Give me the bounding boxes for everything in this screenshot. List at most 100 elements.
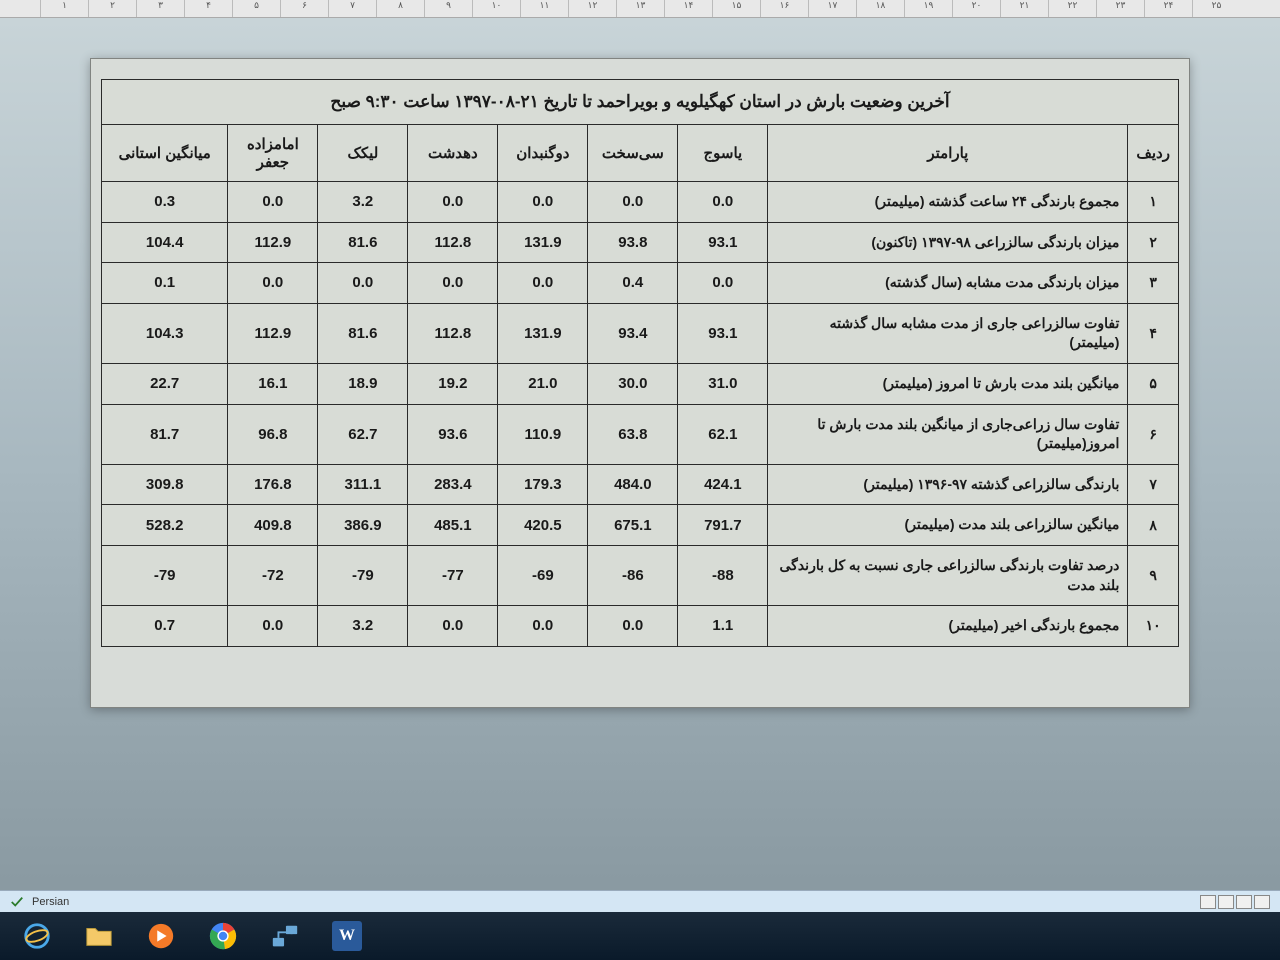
row-number: ۲ <box>1128 222 1179 263</box>
view-icon-4[interactable] <box>1254 895 1270 909</box>
value-cell: 0.0 <box>498 182 588 223</box>
avg-cell: 0.7 <box>102 606 228 647</box>
header-avg: میانگین استانی <box>102 125 228 182</box>
value-cell: 0.0 <box>318 263 408 304</box>
ruler-mark: ۱۴ <box>664 0 712 17</box>
value-cell: 62.1 <box>678 404 768 464</box>
explorer-taskbar-icon[interactable] <box>72 916 126 956</box>
value-cell: 63.8 <box>588 404 678 464</box>
word-taskbar-icon[interactable]: W <box>320 916 374 956</box>
value-cell: 386.9 <box>318 505 408 546</box>
view-icon-2[interactable] <box>1218 895 1234 909</box>
row-number: ۵ <box>1128 363 1179 404</box>
view-icon-1[interactable] <box>1200 895 1216 909</box>
ruler-mark: ۱۹ <box>904 0 952 17</box>
value-cell: 311.1 <box>318 464 408 505</box>
value-cell: 179.3 <box>498 464 588 505</box>
value-cell: 0.0 <box>588 606 678 647</box>
ruler-mark: ۵ <box>232 0 280 17</box>
ruler-mark: ۶ <box>280 0 328 17</box>
table-row: ۵میانگین بلند مدت بارش تا امروز (میلیمتر… <box>102 363 1179 404</box>
ruler-mark: ۱۲ <box>568 0 616 17</box>
param-cell: تفاوت سال زراعی‌جاری از میانگین بلند مدت… <box>768 404 1128 464</box>
table-row: ۹درصد تفاوت بارندگی سالزراعی جاری نسبت ب… <box>102 545 1179 605</box>
ruler-mark: ۱۱ <box>520 0 568 17</box>
table-title: آخرین وضعیت بارش در استان کهگیلویه و بوی… <box>102 80 1179 125</box>
ruler-mark: ۱۶ <box>760 0 808 17</box>
ruler-mark: ۴ <box>184 0 232 17</box>
table-row: ۱مجموع بارندگی ۲۴ ساعت گذشته (میلیمتر)0.… <box>102 182 1179 223</box>
table-row: ۶تفاوت سال زراعی‌جاری از میانگین بلند مد… <box>102 404 1179 464</box>
value-cell: 131.9 <box>498 222 588 263</box>
avg-cell: 0.1 <box>102 263 228 304</box>
value-cell: 93.4 <box>588 303 678 363</box>
value-cell: 16.1 <box>228 363 318 404</box>
header-city-1: سی‌سخت <box>588 125 678 182</box>
value-cell: 0.4 <box>588 263 678 304</box>
document-page: آخرین وضعیت بارش در استان کهگیلویه و بوی… <box>90 58 1190 708</box>
value-cell: 420.5 <box>498 505 588 546</box>
table-row: ۸میانگین سالزراعی بلند مدت (میلیمتر)791.… <box>102 505 1179 546</box>
row-number: ۱ <box>1128 182 1179 223</box>
value-cell: 0.0 <box>498 263 588 304</box>
value-cell: 93.1 <box>678 303 768 363</box>
view-mode-icons[interactable] <box>1200 895 1270 909</box>
value-cell: 112.9 <box>228 222 318 263</box>
ruler-mark: ۱۳ <box>616 0 664 17</box>
value-cell: 3.2 <box>318 606 408 647</box>
ruler-mark: ۲۲ <box>1048 0 1096 17</box>
value-cell: 30.0 <box>588 363 678 404</box>
value-cell: 424.1 <box>678 464 768 505</box>
ruler-mark: ۲۴ <box>1144 0 1192 17</box>
ruler-mark: ۲ <box>88 0 136 17</box>
value-cell: 675.1 <box>588 505 678 546</box>
row-number: ۸ <box>1128 505 1179 546</box>
table-header-row: ردیف پارامتر یاسوج سی‌سخت دوگنبدان دهدشت… <box>102 125 1179 182</box>
value-cell: 484.0 <box>588 464 678 505</box>
chrome-taskbar-icon[interactable] <box>196 916 250 956</box>
ruler-mark: ۱۰ <box>472 0 520 17</box>
value-cell: -88 <box>678 545 768 605</box>
language-label: Persian <box>32 896 69 908</box>
ruler-mark: ۲۱ <box>1000 0 1048 17</box>
view-icon-3[interactable] <box>1236 895 1252 909</box>
ie-taskbar-icon[interactable] <box>10 916 64 956</box>
ruler-mark: ۷ <box>328 0 376 17</box>
row-number: ۱۰ <box>1128 606 1179 647</box>
word-ruler: ۲۵۲۴۲۳۲۲۲۱۲۰۱۹۱۸۱۷۱۶۱۵۱۴۱۳۱۲۱۱۱۰۹۸۷۶۵۴۳۲… <box>0 0 1280 18</box>
word-icon-label: W <box>332 921 362 951</box>
row-number: ۹ <box>1128 545 1179 605</box>
value-cell: 93.6 <box>408 404 498 464</box>
check-icon <box>10 895 24 909</box>
table-row: ۴تفاوت سالزراعی جاری از مدت مشابه سال گذ… <box>102 303 1179 363</box>
header-rownum: ردیف <box>1128 125 1179 182</box>
value-cell: 21.0 <box>498 363 588 404</box>
windows-taskbar: W <box>0 912 1280 960</box>
table-row: ۲میزان بارندگی سالزراعی ۹۸-۱۳۹۷ (تاکنون)… <box>102 222 1179 263</box>
ruler-mark: ۱۷ <box>808 0 856 17</box>
ruler-mark: ۳ <box>136 0 184 17</box>
avg-cell: 528.2 <box>102 505 228 546</box>
value-cell: 131.9 <box>498 303 588 363</box>
param-cell: بارندگی سالزراعی گذشته ۹۷-۱۳۹۶ (میلیمتر) <box>768 464 1128 505</box>
param-cell: میانگین بلند مدت بارش تا امروز (میلیمتر) <box>768 363 1128 404</box>
value-cell: 93.1 <box>678 222 768 263</box>
value-cell: 0.0 <box>228 182 318 223</box>
value-cell: -72 <box>228 545 318 605</box>
header-city-4: لیکک <box>318 125 408 182</box>
value-cell: 96.8 <box>228 404 318 464</box>
ruler-mark: ۲۰ <box>952 0 1000 17</box>
value-cell: 409.8 <box>228 505 318 546</box>
ruler-mark: ۱۵ <box>712 0 760 17</box>
value-cell: 791.7 <box>678 505 768 546</box>
row-number: ۷ <box>1128 464 1179 505</box>
avg-cell: 81.7 <box>102 404 228 464</box>
value-cell: 0.0 <box>228 263 318 304</box>
header-city-0: یاسوج <box>678 125 768 182</box>
media-player-taskbar-icon[interactable] <box>134 916 188 956</box>
param-cell: میانگین سالزراعی بلند مدت (میلیمتر) <box>768 505 1128 546</box>
table-row: ۱۰مجموع بارندگی اخیر (میلیمتر)1.10.00.00… <box>102 606 1179 647</box>
word-status-bar: Persian <box>0 890 1280 912</box>
network-taskbar-icon[interactable] <box>258 916 312 956</box>
ruler-mark: ۹ <box>424 0 472 17</box>
